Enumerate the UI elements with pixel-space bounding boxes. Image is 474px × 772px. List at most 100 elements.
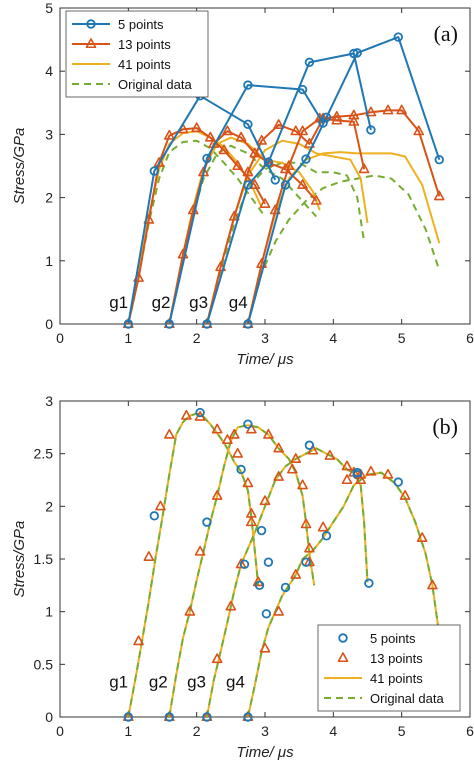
- data-point-circle: [321, 531, 332, 541]
- data-point-triangle: [211, 423, 223, 434]
- y-tick-label: 1: [45, 253, 53, 269]
- data-point-triangle: [287, 463, 298, 474]
- data-point-triangle: [194, 545, 206, 556]
- legend-label: Original data: [370, 691, 444, 706]
- data-point-triangle: [225, 600, 237, 611]
- data-point-circle: [202, 153, 212, 164]
- data-point-triangle: [304, 542, 315, 553]
- gauge-label-g1: g1: [109, 673, 128, 692]
- chart-panel-a: 0 1 2 3 4 5 6 0 1 2 3 4 5 Time/ μs Stress/GPa (a) g1 g2 g3…: [11, 0, 474, 368]
- data-point-triangle: [143, 551, 155, 561]
- data-point-triangle: [211, 489, 223, 500]
- legend-label: 5 points: [118, 17, 164, 32]
- series-line: [127, 139, 266, 325]
- data-point-circle: [256, 525, 267, 536]
- x-tick-label: 5: [398, 723, 406, 739]
- x-tick-label: 2: [193, 330, 201, 346]
- data-point-triangle: [222, 434, 233, 445]
- series-line-41-points: [127, 412, 260, 718]
- data-point-triangle: [324, 449, 336, 460]
- data-point-triangle: [365, 106, 377, 117]
- data-point-triangle: [273, 119, 284, 129]
- data-point-triangle: [331, 110, 343, 121]
- series-line: [205, 52, 372, 325]
- data-point-triangle: [290, 568, 302, 579]
- legend-label: 5 points: [370, 631, 416, 646]
- data-point-circle: [202, 319, 212, 329]
- x-tick-label: 3: [261, 723, 269, 739]
- data-point-circle: [261, 609, 272, 619]
- series-line: [168, 84, 324, 325]
- y-tick-label: 1.5: [34, 551, 54, 567]
- data-point-triangle: [317, 521, 329, 532]
- y-tick-label: 2: [45, 498, 53, 514]
- data-point-triangle: [273, 605, 284, 616]
- data-point-circle: [236, 464, 246, 475]
- data-point-circle: [393, 32, 403, 42]
- data-point-circle: [352, 48, 362, 58]
- data-point-triangle: [235, 558, 247, 569]
- data-point-triangle: [191, 122, 202, 133]
- y-tick-label: 0: [45, 316, 53, 332]
- legend-label: 13 points: [370, 651, 423, 666]
- data-point-triangle: [300, 518, 312, 529]
- x-tick-label: 0: [56, 723, 64, 739]
- data-point-triangle: [232, 447, 243, 458]
- series-line: [246, 109, 441, 325]
- data-point-triangle: [355, 468, 366, 479]
- y-tick-label: 0: [45, 709, 53, 725]
- y-axis-label: Stress/GPa: [11, 521, 28, 598]
- x-tick-label: 3: [261, 330, 269, 346]
- x-tick-label: 2: [193, 723, 201, 739]
- data-point-circle: [202, 712, 212, 722]
- data-point-triangle: [228, 210, 240, 221]
- data-point-circle: [366, 125, 376, 135]
- data-point-triangle: [365, 465, 377, 476]
- data-point-triangle: [297, 125, 308, 136]
- data-point-triangle: [348, 109, 360, 120]
- legend-label: Original data: [118, 77, 192, 92]
- y-tick-label: 3: [45, 393, 53, 409]
- data-point-triangle: [341, 460, 353, 471]
- data-point-circle: [243, 712, 253, 722]
- data-point-triangle: [184, 605, 196, 616]
- legend-marker-circle: [338, 633, 348, 643]
- gauge-label-g4: g4: [226, 673, 245, 692]
- data-point-circle: [393, 477, 403, 487]
- data-point-triangle: [235, 131, 247, 142]
- data-point-circle: [202, 517, 212, 527]
- data-point-triangle: [273, 471, 284, 481]
- chart-panel-b: 0 1 2 3 4 5 6 0 0.5 1 1.5 2 2.5 3 Time/ μs Stress/GPa (b…: [11, 393, 474, 761]
- data-point-circle: [270, 175, 280, 185]
- data-point-triangle: [382, 468, 394, 479]
- y-tick-label: 3: [45, 126, 53, 142]
- data-point-circle: [263, 557, 274, 567]
- x-tick-label: 0: [56, 330, 64, 346]
- legend-label: 41 points: [118, 57, 171, 72]
- data-point-triangle: [153, 157, 165, 167]
- data-point-circle: [243, 419, 253, 429]
- data-point-triangle: [427, 579, 438, 590]
- data-point-triangle: [358, 163, 370, 174]
- data-point-triangle: [433, 190, 445, 201]
- x-axis-label: Time/ μs: [236, 744, 294, 761]
- panel-label: (b): [432, 414, 458, 439]
- data-point-circle: [301, 557, 311, 567]
- data-point-triangle: [211, 653, 223, 664]
- data-point-circle: [239, 559, 250, 569]
- y-tick-label: 5: [45, 0, 53, 16]
- series-curves: [123, 407, 444, 722]
- data-point-circle: [254, 580, 265, 591]
- series-line-original-data: [246, 471, 441, 718]
- data-point-circle: [304, 57, 315, 68]
- data-point-triangle: [164, 129, 175, 140]
- data-point-triangle: [290, 453, 302, 463]
- gauge-label-g1: g1: [109, 293, 128, 312]
- data-point-circle: [123, 712, 134, 722]
- data-point-triangle: [290, 125, 302, 136]
- data-point-triangle: [297, 179, 308, 190]
- gauge-label-g3: g3: [189, 293, 208, 312]
- x-tick-label: 6: [466, 723, 474, 739]
- series-line: [246, 174, 441, 325]
